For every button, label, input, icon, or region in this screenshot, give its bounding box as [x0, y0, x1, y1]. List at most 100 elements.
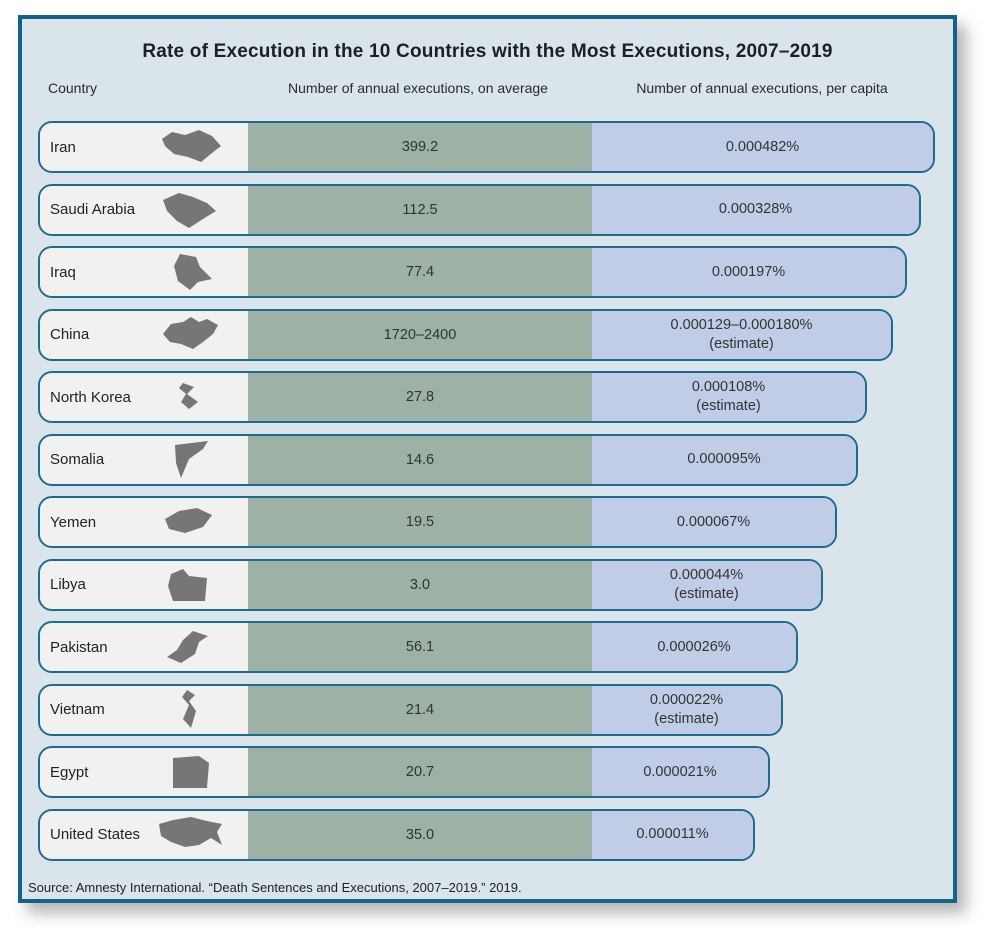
- per-capita-value: 0.000129–0.000180% (estimate): [592, 310, 891, 359]
- column-headers: Country Number of annual executions, on …: [22, 80, 953, 98]
- yemen-map-icon: [152, 499, 230, 545]
- iran-map-icon: [152, 124, 230, 170]
- average-executions-value: 1720–2400: [248, 310, 592, 359]
- average-executions-value: 56.1: [248, 623, 592, 671]
- country-cell: Egypt: [40, 748, 248, 796]
- country-cell: Iran: [40, 123, 248, 171]
- table-row: North Korea 27.8 0.000108% (estimate): [38, 371, 867, 423]
- average-executions-text: 27.8: [405, 389, 435, 405]
- country-label: United States: [50, 826, 141, 843]
- per-capita-value: 0.000067%: [592, 498, 835, 546]
- country-cell: Pakistan: [40, 623, 248, 671]
- estimate-note: (estimate): [696, 398, 761, 414]
- north-korea-map-icon: [152, 374, 230, 420]
- average-executions-value: 399.2: [248, 123, 592, 171]
- average-executions-text: 19.5: [405, 514, 435, 530]
- somalia-map-icon: [152, 437, 230, 483]
- country-cell: Yemen: [40, 498, 248, 546]
- average-executions-value: 77.4: [248, 248, 592, 296]
- united-states-map-icon: [152, 812, 230, 858]
- average-executions-value: 19.5: [248, 498, 592, 546]
- country-cell: Iraq: [40, 248, 248, 296]
- average-executions-value: 14.6: [248, 435, 592, 484]
- average-executions-value: 3.0: [248, 560, 592, 609]
- saudi-arabia-map-icon: [152, 187, 230, 233]
- average-executions-text: 35.0: [405, 826, 435, 843]
- per-capita-text: 0.000095%: [687, 451, 761, 467]
- iraq-map-icon: [152, 249, 230, 295]
- country-label: Yemen: [50, 513, 97, 531]
- column-header-country: Country: [48, 80, 98, 96]
- country-label: Vietnam: [50, 701, 105, 718]
- average-executions-value: 21.4: [248, 685, 592, 734]
- table-row: Pakistan 56.1 0.000026%: [38, 621, 798, 673]
- average-executions-text: 56.1: [405, 639, 435, 655]
- average-executions-text: 21.4: [405, 701, 435, 718]
- table-row: China 1720–2400 0.000129–0.000180% (esti…: [38, 308, 893, 361]
- average-executions-value: 20.7: [248, 748, 592, 796]
- country-label: Iran: [50, 138, 76, 156]
- figure-frame: Rate of Execution in the 10 Countries wi…: [18, 15, 957, 903]
- country-label: Libya: [50, 576, 86, 593]
- rows: Iran 399.2 0.000482% Saudi Arabia 112.5 …: [38, 121, 953, 861]
- country-cell: Vietnam: [40, 685, 248, 734]
- pakistan-map-icon: [152, 624, 230, 670]
- country-cell: China: [40, 310, 248, 359]
- table-row: Saudi Arabia 112.5 0.000328%: [38, 183, 921, 236]
- country-cell: Libya: [40, 560, 248, 609]
- country-cell: Somalia: [40, 435, 248, 484]
- estimate-note: (estimate): [709, 335, 774, 352]
- per-capita-text: 0.000197%: [711, 263, 786, 280]
- table-row: Vietnam 21.4 0.000022% (estimate): [38, 683, 783, 736]
- vietnam-map-icon: [152, 687, 230, 733]
- estimate-note: (estimate): [674, 585, 739, 602]
- country-cell: Saudi Arabia: [40, 185, 248, 234]
- average-executions-text: 399.2: [401, 139, 439, 155]
- country-label: Saudi Arabia: [50, 201, 136, 218]
- per-capita-value: 0.000022% (estimate): [592, 685, 781, 734]
- egypt-map-icon: [152, 749, 230, 795]
- table-row: Iraq 77.4 0.000197%: [38, 246, 907, 298]
- column-header-average-executions: Number of annual executions, on average: [288, 80, 548, 96]
- average-executions-value: 112.5: [248, 185, 592, 234]
- per-capita-text: 0.000108%: [691, 379, 766, 395]
- per-capita-value: 0.000021%: [592, 748, 768, 796]
- country-label: Iraq: [50, 263, 76, 281]
- per-capita-value: 0.000044% (estimate): [592, 560, 821, 609]
- column-header-per-capita: Number of annual executions, per capita: [636, 80, 888, 96]
- per-capita-text: 0.000482%: [725, 138, 800, 155]
- source-note: Source: Amnesty International. “Death Se…: [28, 880, 522, 895]
- country-label: Pakistan: [50, 638, 108, 656]
- average-executions-text: 77.4: [405, 264, 435, 280]
- per-capita-value: 0.000011%: [592, 810, 753, 859]
- per-capita-value: 0.000482%: [592, 123, 933, 171]
- table-row: Yemen 19.5 0.000067%: [38, 496, 837, 548]
- average-executions-text: 1720–2400: [383, 326, 457, 343]
- chart-title: Rate of Execution in the 10 Countries wi…: [142, 41, 833, 62]
- country-label: Egypt: [50, 763, 89, 781]
- libya-map-icon: [152, 562, 230, 608]
- per-capita-text: 0.000021%: [643, 763, 717, 780]
- country-label: Somalia: [50, 451, 105, 468]
- average-executions-value: 27.8: [248, 373, 592, 421]
- average-executions-text: 3.0: [409, 576, 431, 593]
- table-row: Libya 3.0 0.000044% (estimate): [38, 558, 823, 611]
- per-capita-value: 0.000197%: [592, 248, 905, 296]
- country-label: North Korea: [50, 388, 131, 406]
- per-capita-value: 0.000026%: [592, 623, 796, 671]
- table-row: Iran 399.2 0.000482%: [38, 121, 935, 173]
- estimate-note: (estimate): [654, 710, 719, 727]
- per-capita-text: 0.000026%: [657, 638, 731, 655]
- average-executions-value: 35.0: [248, 810, 592, 859]
- per-capita-text: 0.000011%: [636, 826, 709, 842]
- country-cell: North Korea: [40, 373, 248, 421]
- per-capita-value: 0.000328%: [592, 185, 919, 234]
- country-cell: United States: [40, 810, 248, 859]
- average-executions-text: 20.7: [405, 764, 435, 780]
- per-capita-value: 0.000095%: [592, 435, 856, 484]
- per-capita-text: 0.000044%: [669, 566, 744, 583]
- average-executions-text: 112.5: [402, 201, 438, 218]
- per-capita-text: 0.000129–0.000180%: [670, 316, 813, 333]
- average-executions-text: 14.6: [405, 451, 435, 468]
